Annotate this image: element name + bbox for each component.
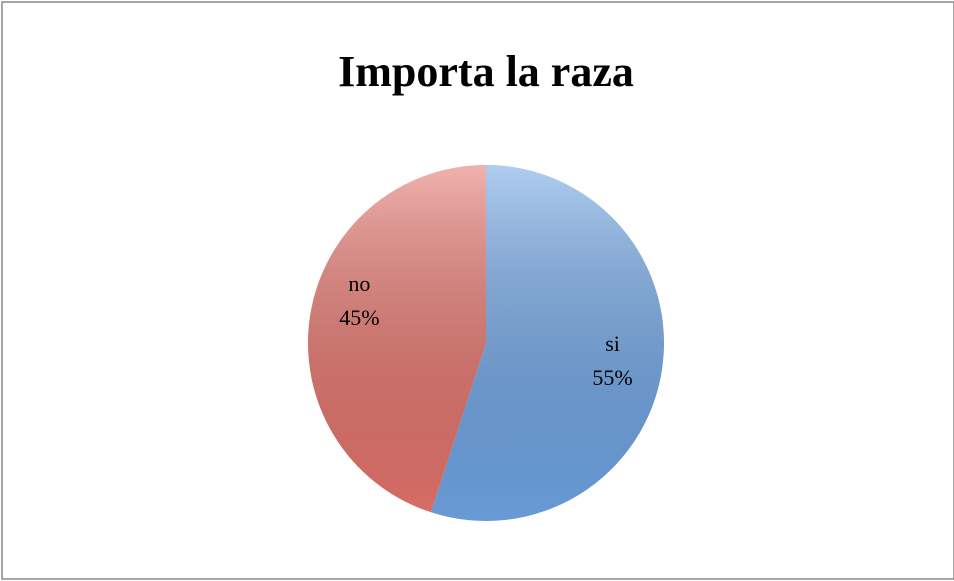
slice-value-label: 45%: [339, 305, 379, 330]
slice-category-label: si: [605, 331, 620, 356]
chart-title: Importa la raza: [338, 47, 634, 96]
slice-category-label: no: [348, 271, 370, 296]
slice-value-label: 55%: [592, 365, 632, 390]
